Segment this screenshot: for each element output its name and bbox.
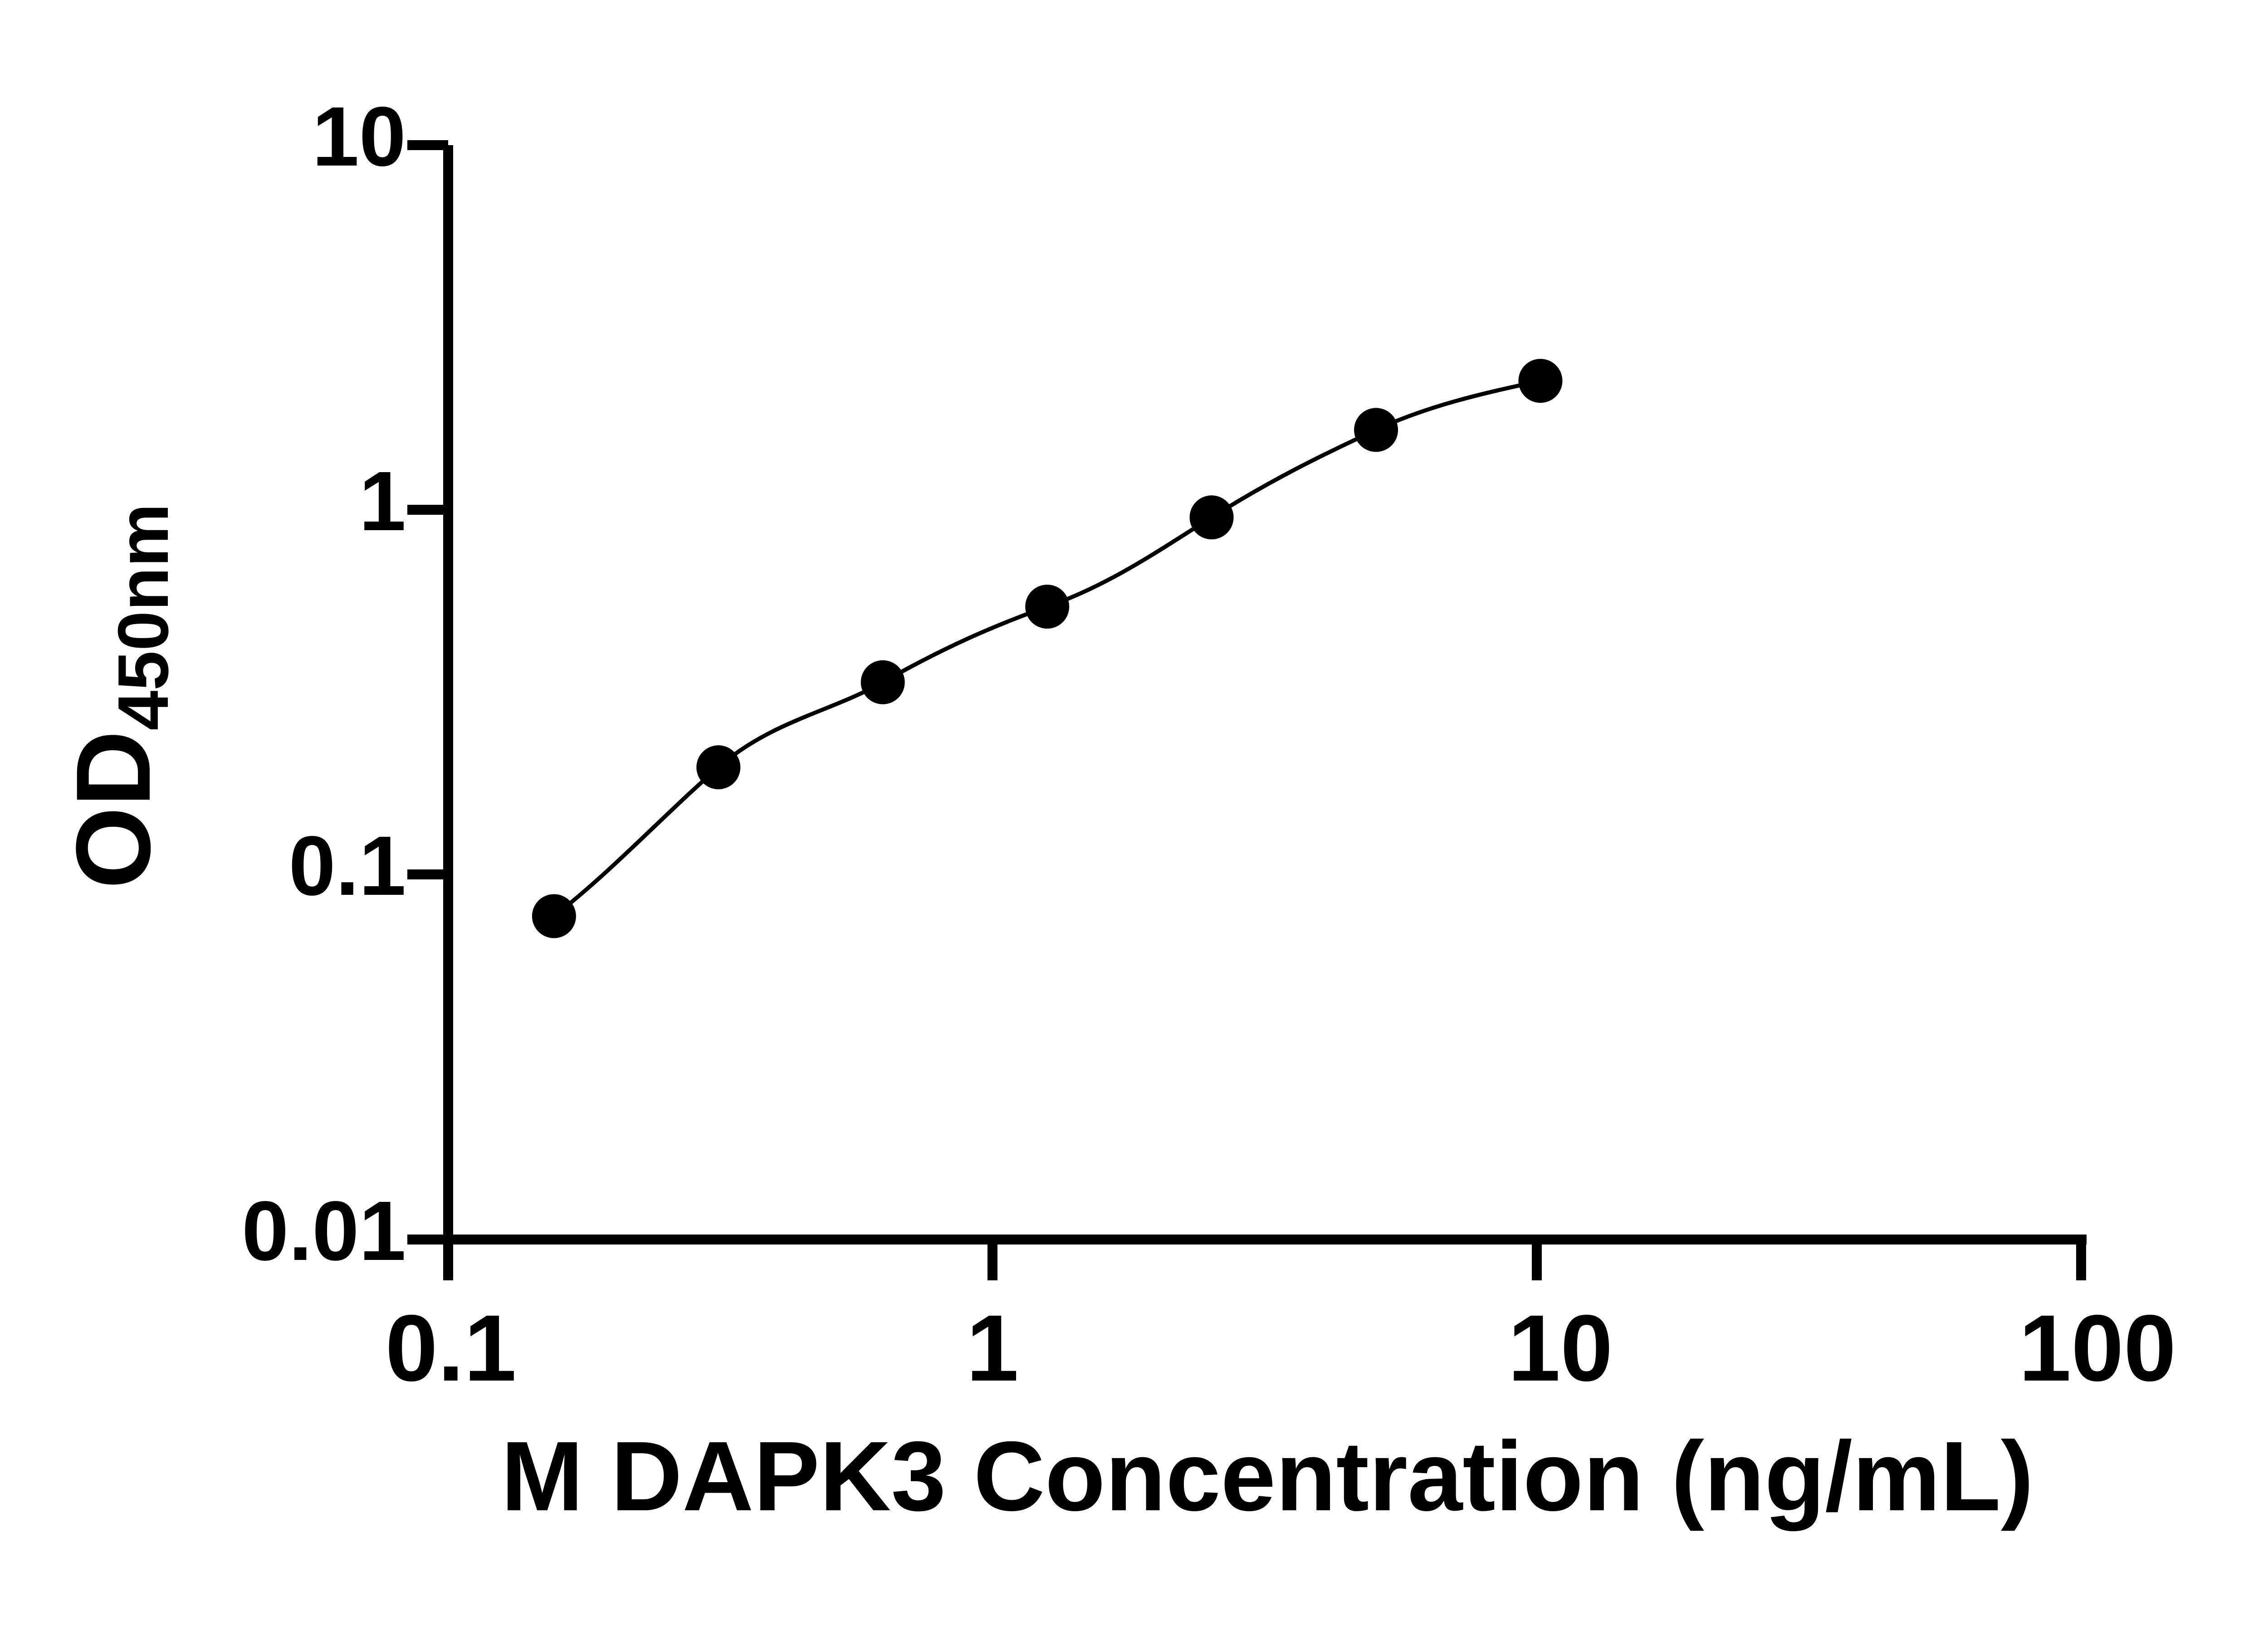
svg-text:10: 10 <box>312 90 406 184</box>
svg-text:0.1: 0.1 <box>385 1296 516 1401</box>
svg-text:0.01: 0.01 <box>242 1184 406 1278</box>
svg-text:100: 100 <box>2019 1296 2176 1401</box>
svg-text:10: 10 <box>1508 1296 1613 1401</box>
svg-text:OD450nm: OD450nm <box>54 503 183 889</box>
svg-text:1: 1 <box>359 454 406 548</box>
svg-text:M DAPK3 Concentration (ng/mL): M DAPK3 Concentration (ng/mL) <box>501 1421 2034 1532</box>
svg-text:1: 1 <box>966 1296 1019 1401</box>
svg-text:0.1: 0.1 <box>288 819 406 913</box>
